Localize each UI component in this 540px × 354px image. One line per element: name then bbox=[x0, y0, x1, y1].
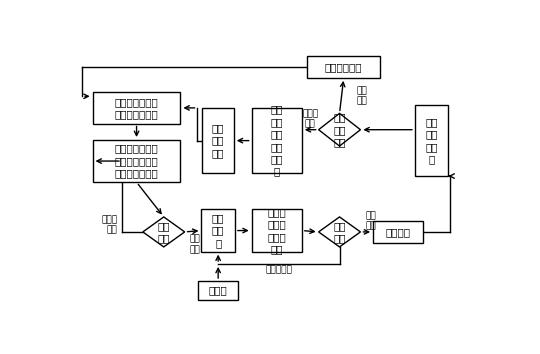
Text: 传递基准建立: 传递基准建立 bbox=[325, 62, 362, 72]
Bar bbox=[252, 108, 302, 173]
Text: 不满足
要求: 不满足 要求 bbox=[102, 215, 118, 235]
Bar bbox=[93, 140, 180, 182]
Polygon shape bbox=[143, 217, 185, 247]
Text: 积分
球光
源: 积分 球光 源 bbox=[212, 213, 225, 248]
Polygon shape bbox=[319, 217, 361, 247]
Text: 准直反
射系统
分析、
设计: 准直反 射系统 分析、 设计 bbox=[267, 207, 286, 254]
Bar bbox=[373, 221, 423, 243]
Text: 漫反射板: 漫反射板 bbox=[386, 227, 410, 237]
Text: 激光
波长
选择: 激光 波长 选择 bbox=[212, 123, 225, 158]
Text: 传递
基准
模型
分析
及计
算: 传递 基准 模型 分析 及计 算 bbox=[271, 105, 283, 177]
Text: 多光
谱通
道定
标: 多光 谱通 道定 标 bbox=[426, 117, 438, 164]
Text: 满足
要求: 满足 要求 bbox=[356, 86, 367, 105]
Text: 激光二极管组及
其稳定系统设计: 激光二极管组及 其稳定系统设计 bbox=[114, 97, 158, 119]
Bar bbox=[93, 92, 180, 124]
Text: 分析
评价: 分析 评价 bbox=[158, 221, 170, 243]
Text: 满足
要求: 满足 要求 bbox=[190, 234, 200, 254]
Bar bbox=[307, 56, 380, 78]
Bar bbox=[202, 108, 234, 173]
Text: 满足
要求: 满足 要求 bbox=[366, 211, 376, 231]
Polygon shape bbox=[319, 113, 361, 146]
Text: 传递
精度
评价: 传递 精度 评价 bbox=[333, 112, 346, 147]
Bar bbox=[198, 281, 238, 300]
Text: 分析
评价: 分析 评价 bbox=[333, 221, 346, 243]
Text: 不满足
要求: 不满足 要求 bbox=[302, 109, 318, 129]
Text: 光纤耦合系统、
准直及光源导入
系统分析、设计: 光纤耦合系统、 准直及光源导入 系统分析、设计 bbox=[114, 144, 158, 178]
Bar bbox=[415, 105, 448, 176]
Text: 太阳光: 太阳光 bbox=[209, 286, 227, 296]
Bar bbox=[252, 210, 302, 252]
Text: 不满足要求: 不满足要求 bbox=[265, 266, 292, 274]
Bar bbox=[201, 210, 235, 252]
